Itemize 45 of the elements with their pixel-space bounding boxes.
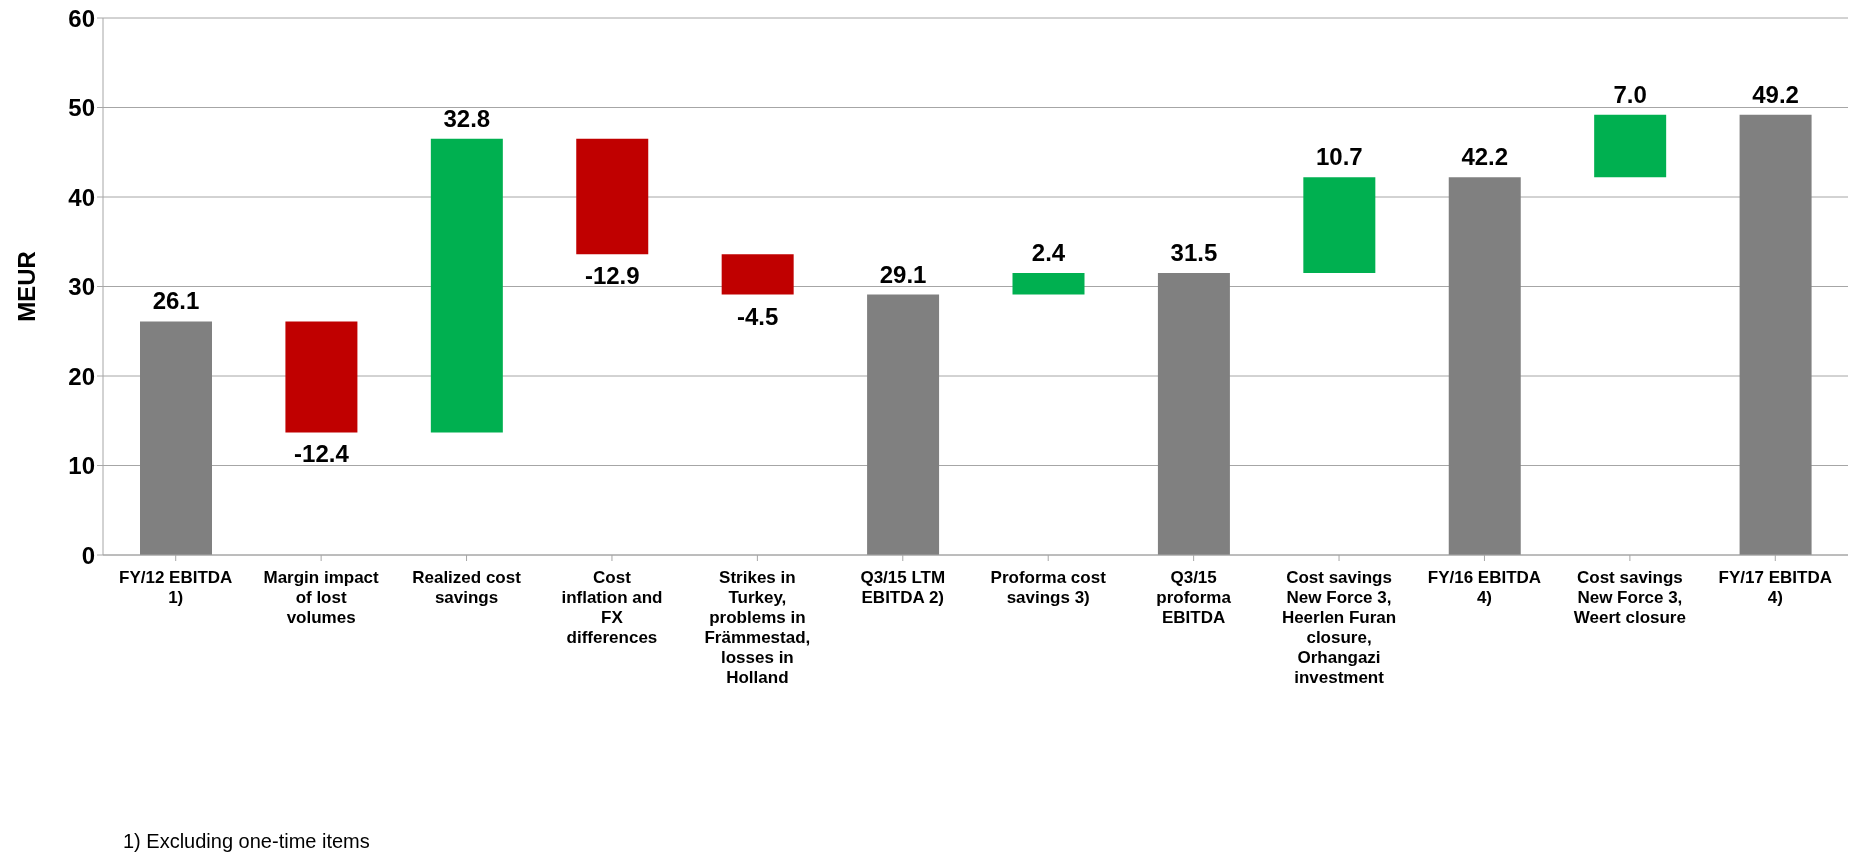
data-label: -12.9: [584, 262, 640, 290]
bar: [1594, 114, 1667, 178]
bar: [1012, 273, 1085, 295]
data-label: 26.1: [152, 287, 200, 315]
x-tick-label: Margin impact of lost volumes: [263, 568, 380, 627]
bar: [140, 321, 212, 555]
text: 1) Excluding one-time items: [123, 830, 370, 853]
x-tick-label: Strikes in Turkey, problems in Främmestad, losses in Holland: [704, 568, 811, 687]
y-axis-title: MEUR: [12, 251, 40, 322]
y-tick-label: 50: [68, 94, 95, 122]
x-tick-label: FY/17 EBITDA 4): [1718, 568, 1832, 607]
x-tick-label: Q3/15 proforma EBITDA: [1156, 568, 1232, 627]
x-tick-label: Realized cost savings: [412, 568, 522, 607]
y-tick-label: 40: [68, 183, 95, 211]
bar: [285, 321, 358, 433]
x-tick-label: FY/16 EBITDA 4): [1427, 568, 1542, 607]
data-label: -4.5: [736, 302, 779, 330]
data-label: 29.1: [879, 260, 927, 288]
y-tick-label: 0: [81, 541, 95, 569]
bar: [1739, 114, 1812, 555]
data-label: 49.2: [1752, 80, 1799, 108]
bar: [1303, 177, 1376, 274]
data-label: 32.8: [443, 104, 491, 132]
bar: [430, 138, 503, 433]
data-label: 31.5: [1170, 239, 1218, 267]
y-tick-label: 60: [68, 4, 95, 32]
data-label: 7.0: [1613, 80, 1647, 108]
bar: [721, 254, 794, 295]
x-tick-label: FY/12 EBITDA 1): [119, 568, 233, 607]
x-tick-label: Cost savings New Force 3, Heerlen Furan closure, Orhangazi investment: [1281, 568, 1397, 687]
x-tick-label: Q3/15 LTM EBITDA 2): [860, 568, 946, 607]
data-label: 10.7: [1315, 143, 1363, 171]
data-label: 42.2: [1461, 143, 1509, 171]
y-tick-label: 20: [68, 362, 95, 390]
x-tick-label: Proforma cost savings 3): [990, 568, 1107, 607]
bar: [1448, 177, 1521, 555]
bar: [867, 294, 940, 555]
bar: [1157, 273, 1230, 555]
data-label: 2.4: [1031, 239, 1066, 267]
x-tick-label: Cost inflation and FX differences: [561, 568, 663, 647]
y-tick-label: 30: [68, 273, 95, 301]
bar: [576, 138, 649, 255]
data-label: -12.4: [294, 440, 350, 468]
x-tick-label: Cost savings New Force 3, Weert closure: [1573, 568, 1686, 627]
y-tick-label: 10: [68, 452, 95, 480]
